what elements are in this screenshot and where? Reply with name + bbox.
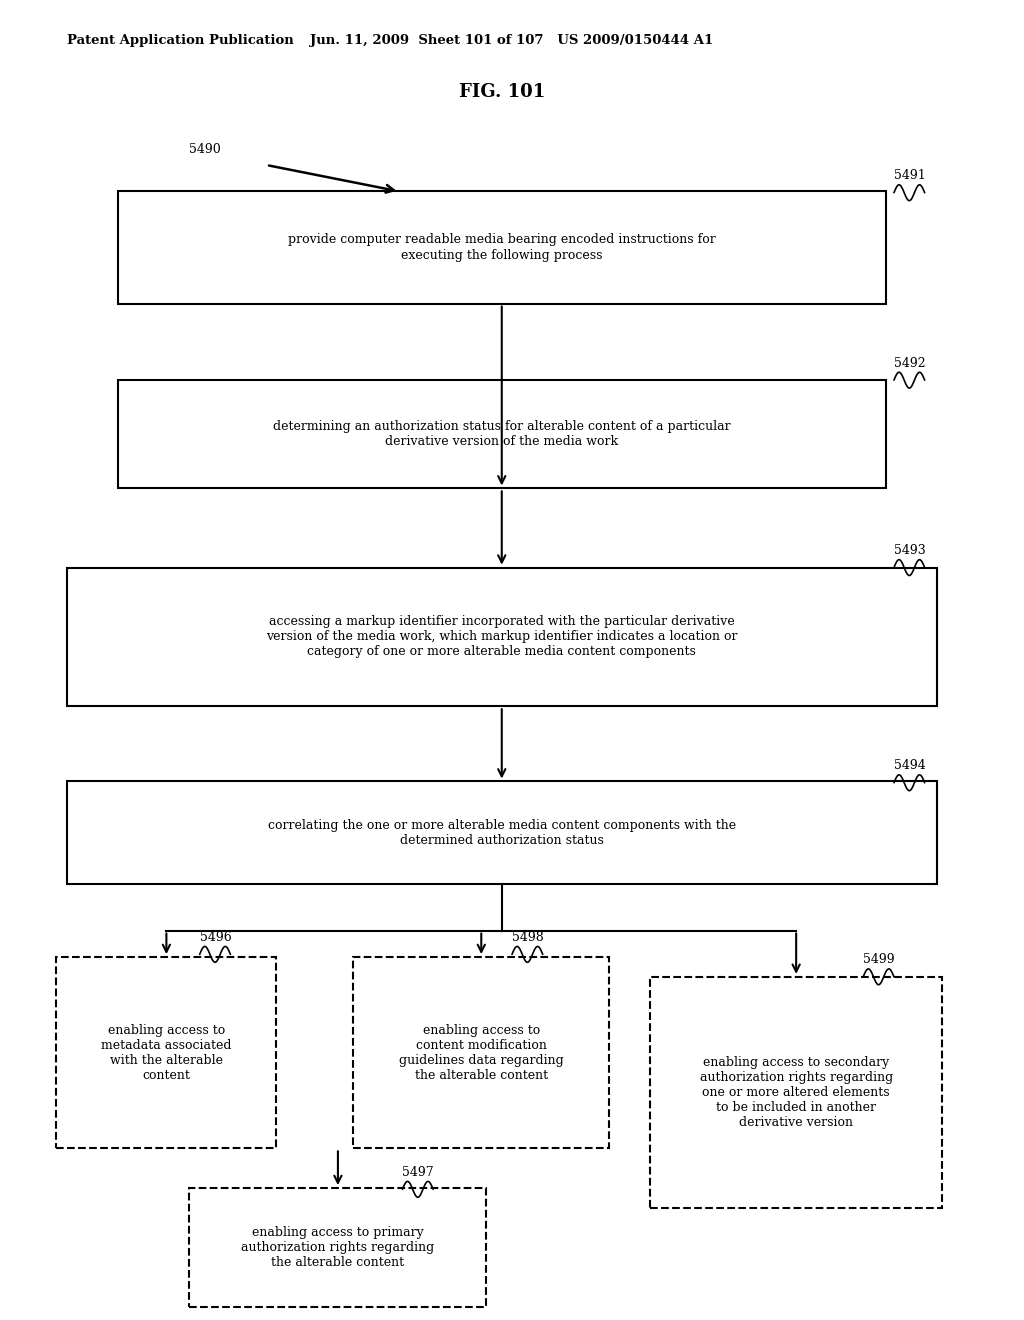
Bar <box>67 568 937 706</box>
Text: correlating the one or more alterable media content components with the
determin: correlating the one or more alterable me… <box>267 818 736 847</box>
Text: Patent Application Publication: Patent Application Publication <box>67 34 293 48</box>
Text: enabling access to secondary
authorization rights regarding
one or more altered : enabling access to secondary authorizati… <box>699 1056 893 1129</box>
Bar <box>650 977 942 1208</box>
Text: determining an authorization status for alterable content of a particular
deriva: determining an authorization status for … <box>273 420 730 449</box>
Text: FIG. 101: FIG. 101 <box>459 83 545 102</box>
Text: enabling access to primary
authorization rights regarding
the alterable content: enabling access to primary authorization… <box>242 1226 434 1269</box>
Text: provide computer readable media bearing encoded instructions for
executing the f: provide computer readable media bearing … <box>288 234 716 261</box>
Text: Jun. 11, 2009  Sheet 101 of 107   US 2009/0150444 A1: Jun. 11, 2009 Sheet 101 of 107 US 2009/0… <box>310 34 714 48</box>
Bar <box>56 957 276 1148</box>
Text: enabling access to
metadata associated
with the alterable
content: enabling access to metadata associated w… <box>101 1024 231 1081</box>
Text: 5494: 5494 <box>894 759 926 772</box>
Bar <box>67 781 937 884</box>
Text: 5491: 5491 <box>894 169 926 182</box>
Bar <box>118 191 886 304</box>
Text: 5496: 5496 <box>200 931 231 944</box>
Text: 5492: 5492 <box>894 356 926 370</box>
Text: 5498: 5498 <box>512 931 544 944</box>
Text: 5497: 5497 <box>402 1166 434 1179</box>
Text: accessing a markup identifier incorporated with the particular derivative
versio: accessing a markup identifier incorporat… <box>266 615 737 659</box>
Text: enabling access to
content modification
guidelines data regarding
the alterable : enabling access to content modification … <box>399 1024 563 1081</box>
Bar <box>353 957 609 1148</box>
Text: 5493: 5493 <box>894 544 926 557</box>
Text: 5490: 5490 <box>189 143 221 156</box>
Bar <box>189 1188 486 1307</box>
Text: 5499: 5499 <box>863 953 895 966</box>
Bar <box>118 380 886 488</box>
